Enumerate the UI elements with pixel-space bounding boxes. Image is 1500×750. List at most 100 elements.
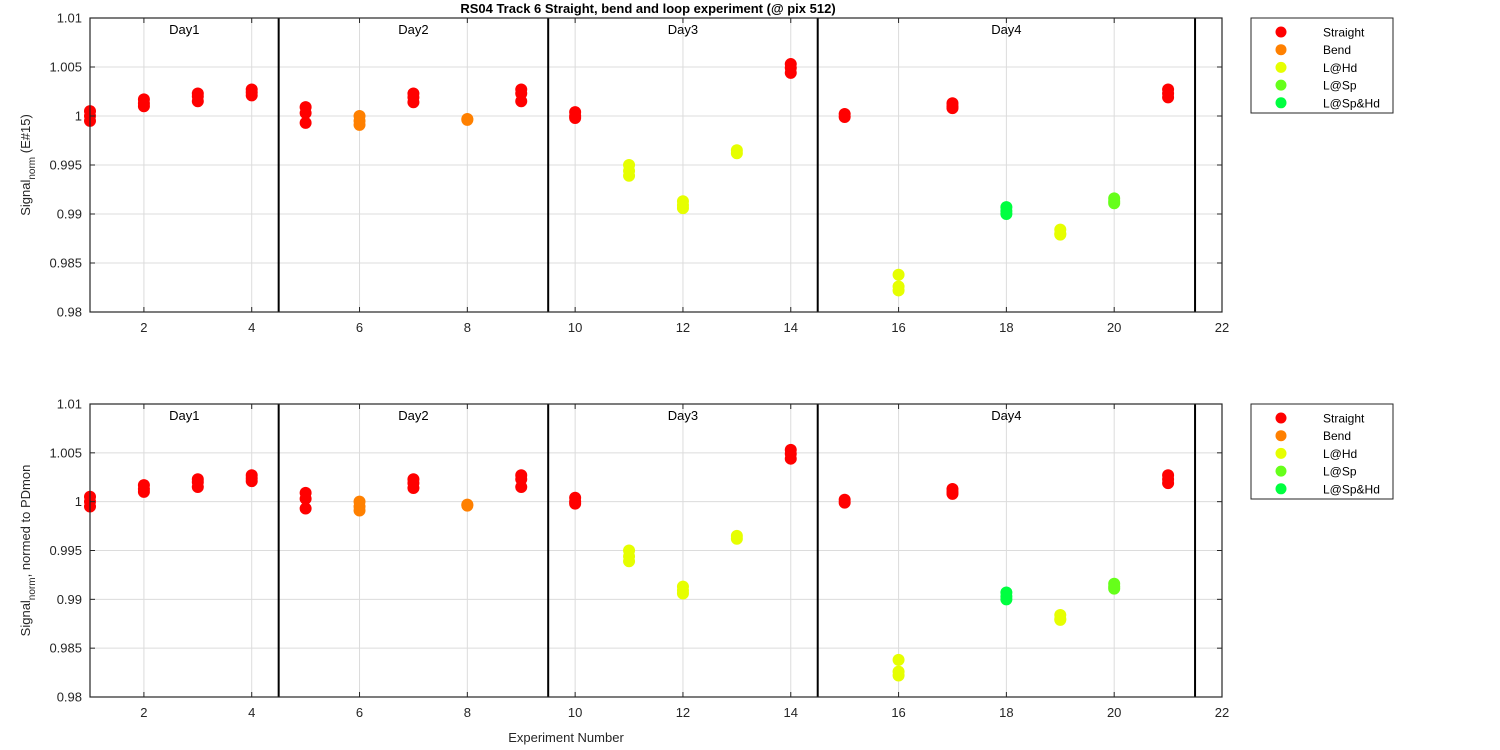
y-tick-label: 1.005	[49, 60, 82, 75]
data-point	[1108, 197, 1121, 210]
y-tick-label: 0.995	[49, 543, 82, 558]
y-tick-label: 1	[75, 494, 82, 509]
data-point	[191, 95, 204, 108]
y-tick-label: 1.005	[49, 445, 82, 460]
x-tick-label: 16	[891, 705, 905, 720]
data-point	[569, 111, 582, 124]
data-point	[353, 504, 366, 517]
legend-marker	[1275, 412, 1287, 424]
legend-label: L@Sp&Hd	[1323, 96, 1380, 110]
legend-marker	[1275, 26, 1287, 38]
day-label: Day3	[668, 408, 698, 423]
legend-box	[1250, 403, 1394, 500]
data-point	[137, 485, 150, 498]
data-point	[946, 487, 959, 500]
data-point	[299, 107, 312, 120]
data-point	[892, 268, 905, 281]
data-point	[676, 202, 689, 215]
x-axis-label: Experiment Number	[508, 730, 624, 745]
data-point	[461, 499, 474, 512]
y-tick-label: 1.01	[57, 397, 82, 412]
day-label: Day1	[169, 22, 199, 37]
y-tick-label: 0.99	[57, 207, 82, 222]
data-point	[1108, 582, 1121, 595]
data-point	[1000, 208, 1013, 220]
data-point	[892, 653, 905, 666]
day-label: Day4	[991, 408, 1021, 423]
x-tick-label: 12	[676, 705, 690, 720]
x-tick-label: 14	[784, 705, 798, 720]
y-tick-label: 0.985	[49, 641, 82, 656]
data-point	[1054, 613, 1067, 626]
data-point	[407, 96, 420, 109]
bottom-chart-panel: Day1 Day2 Day3 Day4 2 4 6 8 10 12 14 16 18 20 22 0.98 0.…	[18, 397, 1394, 745]
data-point	[191, 481, 204, 494]
x-tick-label: 4	[248, 320, 255, 335]
legend-marker	[1275, 97, 1287, 109]
data-point	[623, 169, 636, 182]
data-point	[461, 113, 474, 126]
data-point	[784, 452, 797, 465]
legend-label: L@Sp	[1323, 465, 1357, 479]
legend-label: Straight	[1323, 26, 1365, 40]
x-tick-label: 18	[999, 320, 1013, 335]
data-point	[730, 147, 743, 160]
x-tick-label: 20	[1107, 705, 1121, 720]
x-tick-label: 2	[140, 705, 147, 720]
y-tick-label: 0.985	[49, 256, 82, 271]
x-tick-label: 4	[248, 705, 255, 720]
data-point	[569, 497, 582, 510]
data-point	[1162, 477, 1175, 490]
y-axis-label: Signalnorm, normed to PDmon	[18, 465, 38, 637]
data-point	[407, 481, 420, 494]
legend-label: L@Sp&Hd	[1323, 482, 1380, 496]
data-point	[245, 89, 258, 102]
x-tick-label: 10	[568, 320, 582, 335]
legend-marker	[1275, 447, 1287, 459]
x-tick-label: 22	[1215, 705, 1229, 720]
y-tick-label: 0.98	[57, 305, 82, 320]
top-chart-panel: Day1 Day2 Day3 Day4 2 4 6 8 10 12 14 16 18 20 22 0.98 0.…	[18, 11, 1394, 335]
data-point	[515, 481, 528, 494]
data-point	[892, 284, 905, 297]
legend: Straight Bend L@Hd L@Sp L@Sp&Hd	[1250, 403, 1394, 500]
x-tick-label: 14	[784, 320, 798, 335]
x-tick-label: 20	[1107, 320, 1121, 335]
data-point	[299, 116, 312, 129]
legend-label: L@Hd	[1323, 61, 1357, 75]
day-label: Day2	[398, 408, 428, 423]
day-label: Day1	[169, 408, 199, 423]
x-tick-label: 22	[1215, 320, 1229, 335]
data-point	[1162, 91, 1175, 104]
data-point	[730, 532, 743, 545]
legend: Straight Bend L@Hd L@Sp L@Sp&Hd	[1250, 17, 1394, 114]
day-label: Day3	[668, 22, 698, 37]
legend-marker	[1275, 430, 1287, 442]
day-label: Day4	[991, 22, 1021, 37]
data-point	[676, 587, 689, 600]
x-tick-label: 16	[891, 320, 905, 335]
x-tick-label: 10	[568, 705, 582, 720]
legend-box	[1250, 17, 1394, 114]
x-tick-label: 12	[676, 320, 690, 335]
data-point	[353, 118, 366, 131]
data-point	[299, 502, 312, 515]
data-point	[838, 110, 851, 123]
x-tick-label: 8	[464, 705, 471, 720]
legend-marker	[1275, 483, 1287, 495]
legend-marker	[1275, 465, 1287, 477]
x-tick-label: 6	[356, 320, 363, 335]
data-point	[838, 496, 851, 509]
y-tick-label: 0.995	[49, 158, 82, 173]
x-tick-label: 2	[140, 320, 147, 335]
x-tick-label: 8	[464, 320, 471, 335]
legend-label: L@Sp	[1323, 79, 1357, 93]
legend-label: Bend	[1323, 43, 1351, 57]
legend-marker	[1275, 61, 1287, 73]
day-label: Day2	[398, 22, 428, 37]
data-point	[1000, 593, 1013, 606]
legend-label: Straight	[1323, 412, 1365, 426]
y-axis-label: Signalnorm (E#15)	[18, 114, 38, 216]
data-point	[784, 66, 797, 79]
